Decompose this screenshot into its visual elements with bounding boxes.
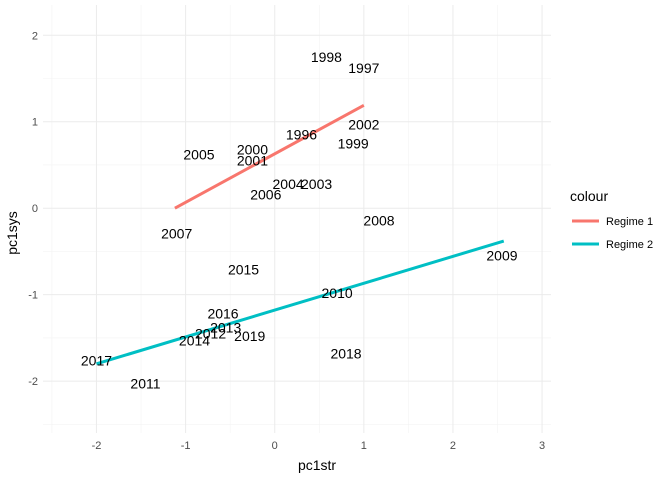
point-label-2008: 2008 bbox=[363, 212, 394, 228]
x-tick-label: 0 bbox=[272, 440, 278, 452]
point-label-2017: 2017 bbox=[81, 352, 112, 368]
y-tick-label: 2 bbox=[32, 30, 38, 42]
point-label-2002: 2002 bbox=[348, 116, 379, 132]
y-tick-label: 1 bbox=[32, 117, 38, 129]
point-label-2003: 2003 bbox=[301, 176, 332, 192]
y-tick-label: -1 bbox=[28, 290, 38, 302]
point-label-2007: 2007 bbox=[161, 225, 192, 241]
legend-label-regime-1: Regime 1 bbox=[606, 216, 653, 228]
series-line-regime-1 bbox=[174, 103, 365, 210]
y-tick-label: -2 bbox=[28, 376, 38, 388]
point-label-1997: 1997 bbox=[348, 60, 379, 76]
point-label-2014: 2014 bbox=[179, 332, 210, 348]
point-label-2018: 2018 bbox=[330, 345, 361, 361]
major-gridlines bbox=[43, 5, 551, 433]
regression-lines bbox=[96, 103, 505, 366]
point-label-1996: 1996 bbox=[286, 127, 317, 143]
y-tick-label: 0 bbox=[32, 203, 38, 215]
point-label-2004: 2004 bbox=[273, 176, 304, 192]
point-label-2019: 2019 bbox=[234, 328, 265, 344]
x-axis-title: pc1str bbox=[298, 457, 336, 473]
point-label-2000: 2000 bbox=[237, 141, 268, 157]
point-label-1998: 1998 bbox=[311, 49, 342, 65]
point-label-2015: 2015 bbox=[228, 262, 259, 278]
point-label-2016: 2016 bbox=[207, 306, 238, 322]
point-label-1999: 1999 bbox=[338, 135, 369, 151]
point-label-2009: 2009 bbox=[486, 248, 517, 264]
x-tick-label: -2 bbox=[92, 440, 102, 452]
point-label-2006: 2006 bbox=[250, 186, 281, 202]
legend-title: colour bbox=[570, 188, 608, 204]
x-tick-label: 3 bbox=[539, 440, 545, 452]
x-tick-label: 2 bbox=[450, 440, 456, 452]
x-tick-label: 1 bbox=[361, 440, 367, 452]
legend-label-regime-2: Regime 2 bbox=[606, 239, 653, 251]
point-label-2005: 2005 bbox=[183, 147, 214, 163]
x-tick-label: -1 bbox=[181, 440, 191, 452]
series-line-regime-2 bbox=[96, 239, 505, 366]
legend: colour Regime 1 Regime 2 bbox=[570, 188, 653, 251]
y-axis-title: pc1sys bbox=[4, 211, 20, 255]
point-label-2012: 2012 bbox=[195, 326, 226, 342]
point-label-2001: 2001 bbox=[237, 153, 268, 169]
x-axis-ticks: -2 -1 0 1 2 3 bbox=[92, 440, 546, 452]
minor-gridlines bbox=[43, 5, 551, 433]
legend-items: Regime 1 Regime 2 bbox=[572, 216, 653, 251]
y-axis-ticks: -2 -1 0 1 2 bbox=[28, 30, 38, 388]
point-label-2013: 2013 bbox=[210, 320, 241, 336]
point-label-2010: 2010 bbox=[322, 285, 353, 301]
point-label-2011: 2011 bbox=[130, 376, 160, 392]
